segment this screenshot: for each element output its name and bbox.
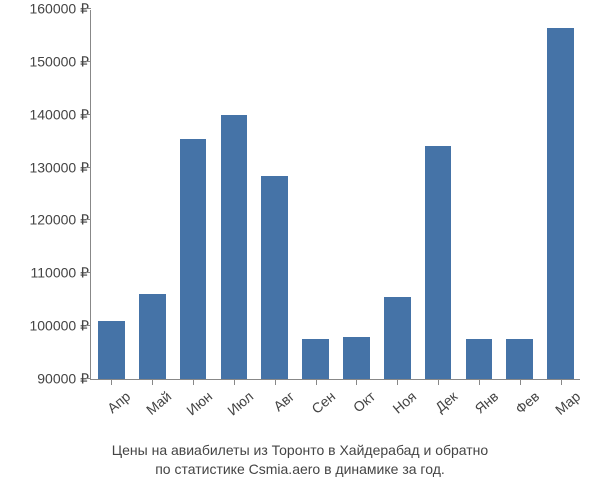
x-tick-mark <box>111 380 112 385</box>
y-tick-label: 120000 ₽ <box>11 212 89 229</box>
bar <box>425 146 452 379</box>
x-tick-label: Сен <box>289 388 338 432</box>
bar <box>98 321 125 379</box>
x-tick-mark <box>438 380 439 385</box>
y-tick-label: 150000 ₽ <box>11 53 89 70</box>
x-tick-mark <box>397 380 398 385</box>
bar <box>384 297 411 379</box>
y-tick-mark <box>86 219 91 220</box>
x-tick-label: Фев <box>493 388 542 432</box>
x-tick-label: Окт <box>330 388 379 432</box>
x-tick-label: Янв <box>453 388 502 432</box>
y-tick-mark <box>86 325 91 326</box>
y-tick-mark <box>86 272 91 273</box>
x-tick-mark <box>356 380 357 385</box>
price-chart: 90000 ₽100000 ₽110000 ₽120000 ₽130000 ₽1… <box>90 10 580 380</box>
x-tick-mark <box>234 380 235 385</box>
y-tick-label: 140000 ₽ <box>11 106 89 123</box>
x-tick-mark <box>316 380 317 385</box>
bar <box>261 176 288 380</box>
x-tick-label: Июн <box>167 388 216 432</box>
y-tick-mark <box>86 61 91 62</box>
y-tick-mark <box>86 114 91 115</box>
chart-caption: Цены на авиабилеты из Торонто в Хайдераб… <box>0 441 600 480</box>
bar <box>139 294 166 379</box>
x-tick-mark <box>479 380 480 385</box>
bar <box>547 28 574 380</box>
x-tick-label: Ноя <box>371 388 420 432</box>
y-tick-mark <box>86 8 91 9</box>
y-tick-label: 110000 ₽ <box>11 265 89 282</box>
x-tick-mark <box>152 380 153 385</box>
x-tick-label: Авг <box>248 388 297 432</box>
y-tick-mark <box>86 378 91 379</box>
x-tick-label: Май <box>126 388 175 432</box>
bar <box>466 339 493 379</box>
plot-area: 90000 ₽100000 ₽110000 ₽120000 ₽130000 ₽1… <box>90 10 580 380</box>
y-tick-mark <box>86 167 91 168</box>
caption-line-1: Цены на авиабилеты из Торонто в Хайдераб… <box>112 442 488 458</box>
bar <box>221 115 248 379</box>
x-tick-mark <box>520 380 521 385</box>
y-tick-label: 160000 ₽ <box>11 1 89 18</box>
y-tick-label: 90000 ₽ <box>11 371 89 388</box>
x-tick-mark <box>561 380 562 385</box>
x-tick-label: Дек <box>412 388 461 432</box>
x-tick-mark <box>275 380 276 385</box>
bar <box>506 339 533 379</box>
x-tick-label: Июл <box>208 388 257 432</box>
y-tick-label: 130000 ₽ <box>11 159 89 176</box>
x-tick-label: Апр <box>85 388 134 432</box>
y-tick-label: 100000 ₽ <box>11 318 89 335</box>
x-tick-label: Мар <box>534 388 583 432</box>
bar <box>302 339 329 379</box>
x-tick-mark <box>193 380 194 385</box>
bar <box>180 139 207 380</box>
bar <box>343 337 370 379</box>
caption-line-2: по статистике Csmia.aero в динамике за г… <box>155 461 445 477</box>
